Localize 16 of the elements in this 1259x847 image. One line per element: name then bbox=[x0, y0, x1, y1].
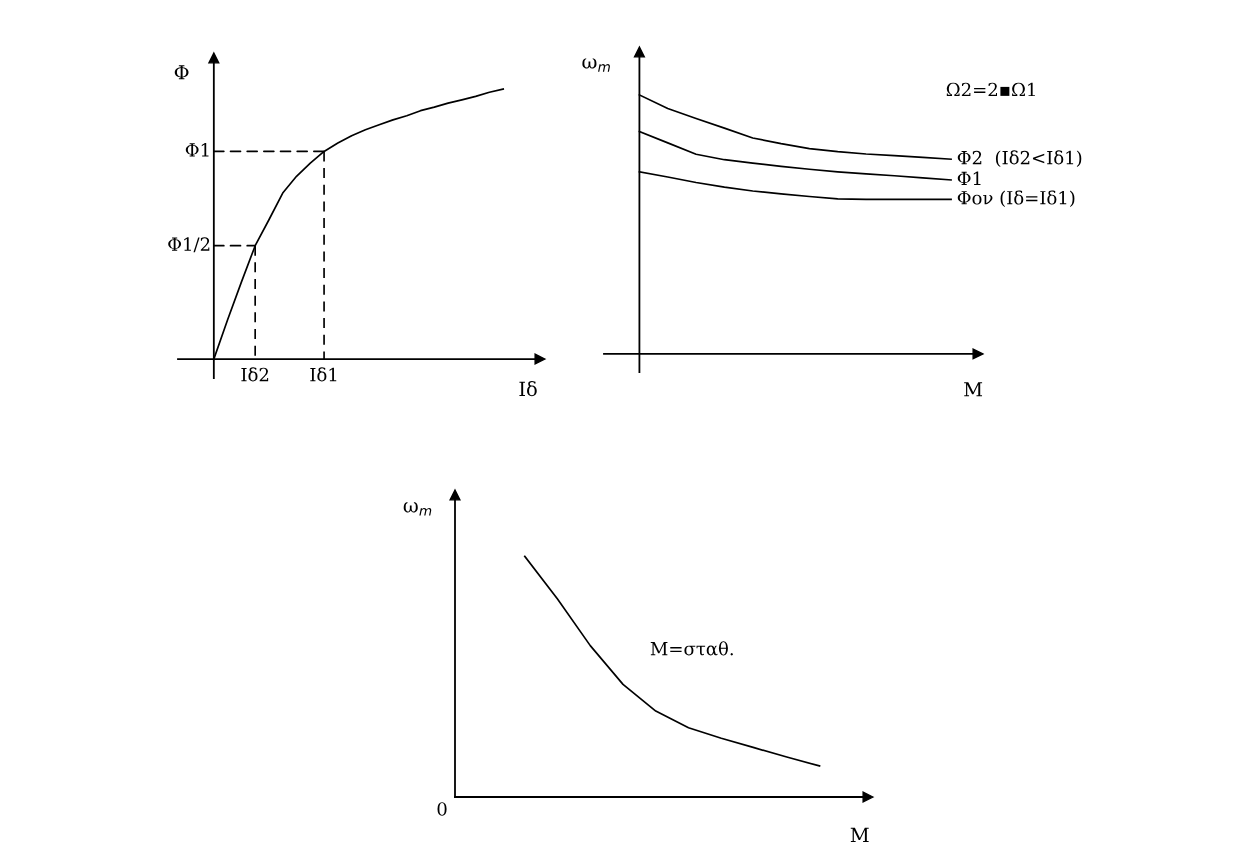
series-label: Φ1 bbox=[957, 171, 981, 185]
annotation: Φ1 bbox=[185, 143, 209, 157]
y-axis-title: ω$_{m}$ bbox=[403, 502, 432, 516]
annotation: M=σταθ. bbox=[650, 641, 733, 656]
text: 0 bbox=[437, 802, 447, 816]
annotation: Φ1/2 bbox=[168, 237, 210, 253]
x-axis-title: Iδ bbox=[519, 381, 537, 397]
series-label: Φ2 (Iδ2<Iδ1) bbox=[957, 150, 1082, 167]
x-tick-label: Iδ2 bbox=[241, 367, 269, 382]
x-axis-title: M bbox=[850, 827, 869, 842]
x-tick-label: Iδ1 bbox=[310, 367, 337, 382]
series-label: Φον (Iδ=Iδ1) bbox=[957, 190, 1075, 208]
x-axis-title: M bbox=[964, 382, 983, 397]
y-axis-title: ω$_{m}$ bbox=[582, 58, 610, 72]
annotation: Ω2=2▪Ω1 bbox=[946, 82, 1035, 97]
y-axis-title: Φ bbox=[174, 65, 189, 80]
